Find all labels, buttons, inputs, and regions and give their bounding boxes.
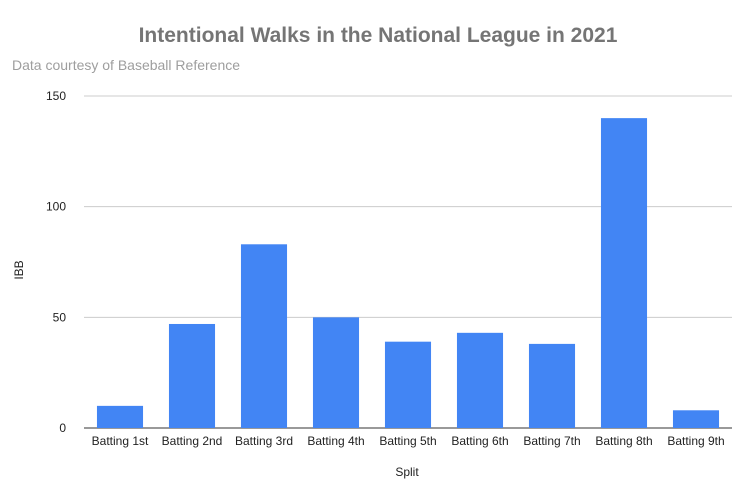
chart-subtitle: Data courtesy of Baseball Reference	[12, 57, 241, 73]
y-tick-label: 0	[59, 421, 66, 435]
x-tick-label: Batting 4th	[307, 434, 364, 448]
y-tick-label: 150	[46, 89, 66, 103]
bar	[672, 410, 720, 428]
x-tick-label: Batting 1st	[92, 434, 149, 448]
bar	[384, 341, 432, 428]
bar	[240, 244, 288, 428]
y-axis-title: IBB	[12, 260, 26, 279]
x-tick-label: Batting 7th	[523, 434, 580, 448]
bar	[168, 323, 216, 428]
x-tick-label: Batting 6th	[451, 434, 508, 448]
x-tick-label: Batting 3rd	[235, 434, 293, 448]
bar	[96, 405, 144, 428]
x-tick-label: Batting 9th	[667, 434, 724, 448]
y-axis-ticks: 0 50 100 150	[46, 89, 66, 435]
x-axis-ticks: Batting 1st Batting 2nd Batting 3rd Batting…	[92, 434, 725, 448]
y-tick-label: 100	[46, 200, 66, 214]
bars	[96, 118, 720, 428]
y-tick-label: 50	[53, 310, 67, 324]
bar	[312, 317, 360, 428]
x-tick-label: Batting 5th	[379, 434, 436, 448]
bar	[528, 343, 576, 428]
chart-title: Intentional Walks in the National League…	[138, 24, 618, 47]
x-tick-label: Batting 8th	[595, 434, 652, 448]
bar	[456, 332, 504, 428]
bar	[600, 118, 648, 428]
x-tick-label: Batting 2nd	[162, 434, 223, 448]
x-axis-title: Split	[395, 465, 419, 479]
